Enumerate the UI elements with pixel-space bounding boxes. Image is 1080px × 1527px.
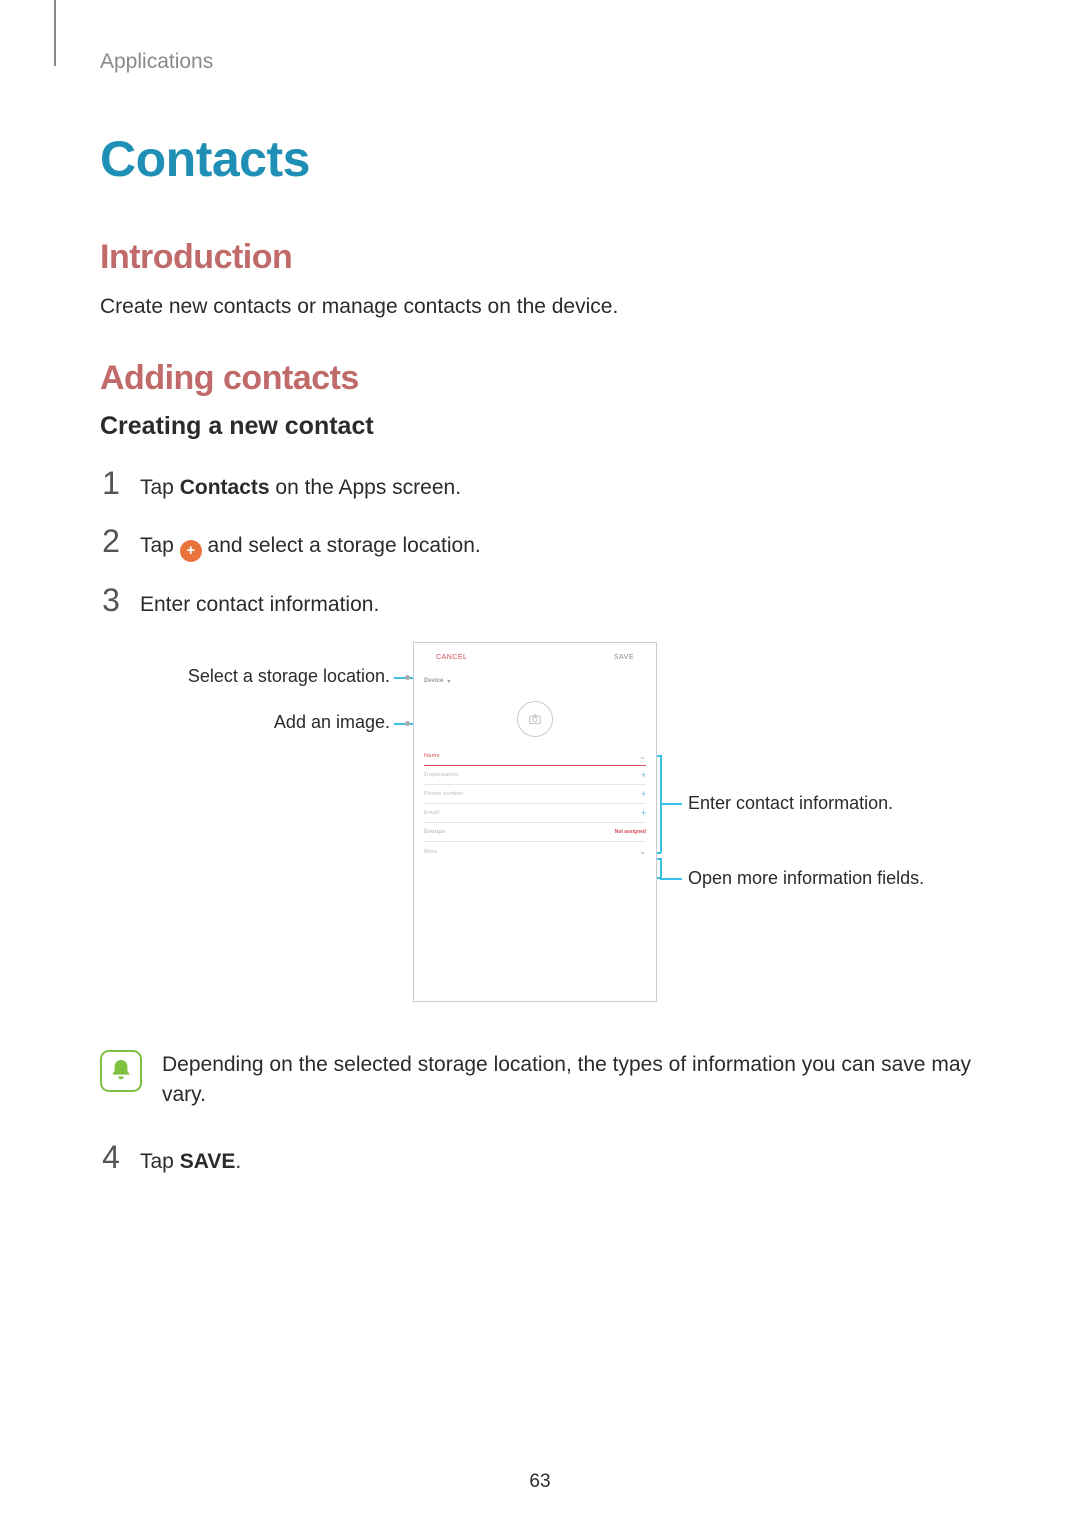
mock-cancel: CANCEL [436,654,467,661]
step-number: 2 [100,525,122,557]
value: Not assigned [615,829,646,835]
mock-avatar-area [414,691,656,747]
mock-field-name: Name ⌄ [424,747,646,766]
plus-icon: + [180,540,202,562]
breadcrumb: Applications [100,50,980,74]
step-1: 1 Tap Contacts on the Apps screen. [100,467,980,504]
callout-storage-label: Select a storage location. [130,666,390,687]
text-bold: SAVE [180,1150,236,1173]
mock-storage-row: Device ▾ [414,671,656,691]
camera-icon [517,701,553,737]
step-2: 2 Tap + and select a storage location. [100,525,980,562]
mock-field-phone: Phone number + [424,785,646,804]
callout-line [660,803,682,805]
figure-new-contact: Select a storage location. Add an image.… [160,642,920,1022]
note: Depending on the selected storage locati… [100,1050,980,1111]
callout-dot [405,675,410,680]
step-number: 1 [100,467,122,499]
text: . [235,1150,241,1173]
text: Tap [140,1150,180,1173]
steps-list-cont: 4 Tap SAVE. [100,1141,980,1178]
mock-storage-label: Device [424,678,443,684]
plus-icon: + [641,789,646,799]
subsection-creating-heading: Creating a new contact [100,412,980,441]
label: Groups [424,829,445,835]
plus-icon: + [641,770,646,780]
intro-body: Create new contacts or manage contacts o… [100,291,980,323]
mock-field-email: Email + [424,804,646,823]
mock-contact-editor: CANCEL SAVE Device ▾ Name ⌄ Organisation [413,642,657,1002]
mock-field-more: More ⌄ [424,842,646,861]
mock-fields: Name ⌄ Organisation + Phone number + Ema… [414,747,656,861]
section-adding-heading: Adding contacts [100,359,980,398]
label: Phone number [424,791,464,797]
text: Tap [140,476,180,499]
section-introduction-heading: Introduction [100,238,980,277]
note-text: Depending on the selected storage locati… [162,1050,980,1111]
label: Name [424,753,440,759]
text-bold: Contacts [180,476,270,499]
label: Email [424,810,439,816]
callout-image-label: Add an image. [130,712,390,733]
text: Tap [140,534,180,557]
page-title: Contacts [100,130,980,188]
label: Organisation [424,772,459,778]
step-text: Tap + and select a storage location. [140,530,481,562]
step-text: Enter contact information. [140,589,379,621]
callout-dot [405,721,410,726]
callout-info-label: Enter contact information. [688,793,893,814]
callout-more-label: Open more information fields. [688,868,924,889]
text: on the Apps screen. [270,476,461,499]
text: and select a storage location. [202,534,481,557]
side-rule [54,0,56,66]
mock-header: CANCEL SAVE [414,643,656,671]
callout-line [660,858,662,878]
chevron-down-icon: ▾ [447,678,450,685]
chevron-down-icon: ⌄ [639,752,646,761]
step-text: Tap Contacts on the Apps screen. [140,472,461,504]
page: Applications Contacts Introduction Creat… [0,0,1080,1527]
mock-field-groups: Groups Not assigned [424,823,646,842]
label: More [424,849,438,855]
step-text: Tap SAVE. [140,1146,241,1178]
mock-save: SAVE [614,654,634,661]
chevron-down-icon: ⌄ [639,847,646,856]
step-3: 3 Enter contact information. [100,584,980,621]
page-number: 63 [0,1471,1080,1493]
step-number: 3 [100,584,122,616]
steps-list: 1 Tap Contacts on the Apps screen. 2 Tap… [100,467,980,621]
bell-icon [100,1050,142,1092]
mock-field-org: Organisation + [424,766,646,785]
callout-line [660,878,682,880]
step-number: 4 [100,1141,122,1173]
plus-icon: + [641,808,646,818]
step-4: 4 Tap SAVE. [100,1141,980,1178]
